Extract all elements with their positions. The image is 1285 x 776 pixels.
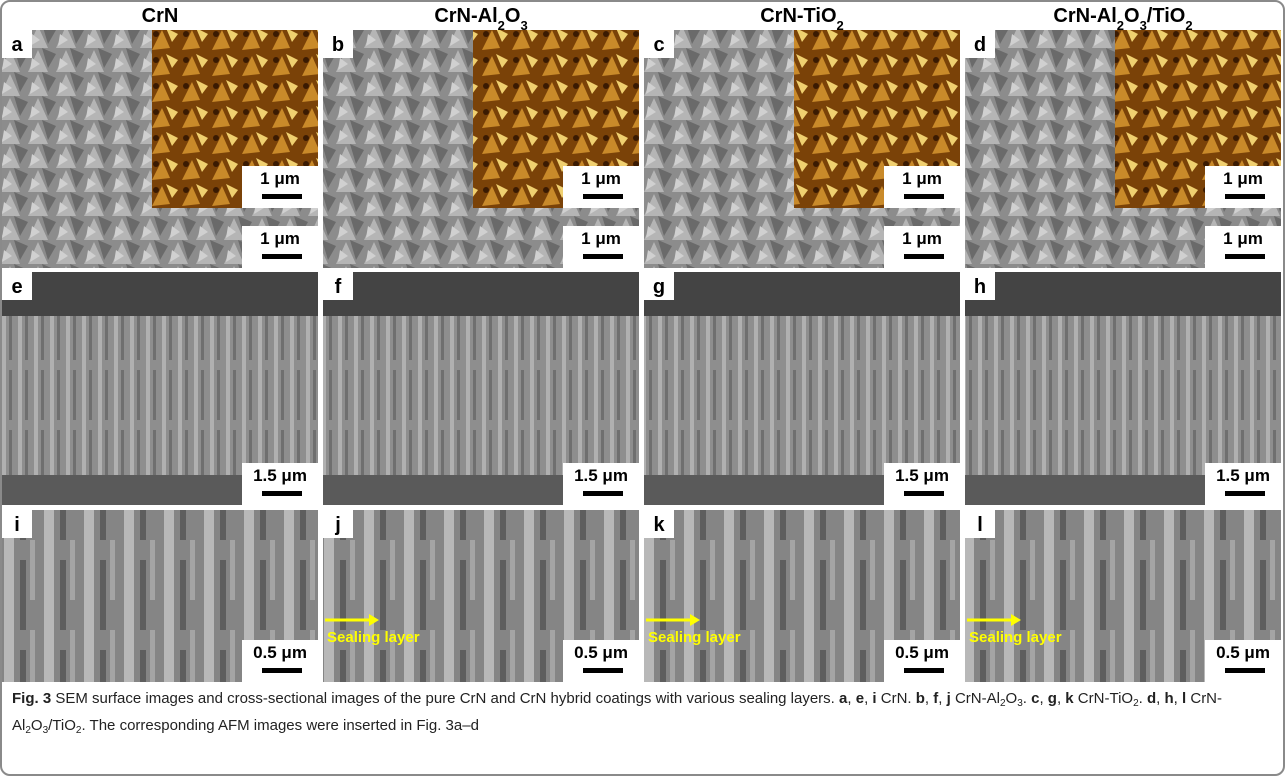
column-header: CrN-TiO2 (760, 5, 844, 33)
panel-label: k (653, 514, 665, 536)
caption-run: O (31, 717, 43, 734)
column-header: CrN (142, 5, 179, 27)
scale-label: 0.5 μm (574, 643, 628, 662)
scale-label: 1.5 μm (574, 466, 628, 485)
scale-label: 1 μm (902, 169, 942, 188)
scale-label: 1 μm (581, 229, 621, 248)
scale-bar (1225, 254, 1265, 259)
panel-label: a (11, 34, 23, 56)
panel-label: f (335, 276, 342, 298)
panel-label: l (977, 514, 983, 536)
scale-label: 1.5 μm (895, 466, 949, 485)
caption-run: , (847, 690, 855, 707)
scale-bar (904, 254, 944, 259)
scale-bar (904, 491, 944, 496)
scale-label: 1 μm (260, 229, 300, 248)
scale-label: 0.5 μm (895, 643, 949, 662)
scale-bar (583, 254, 623, 259)
caption-run: d (1147, 690, 1156, 707)
header-run: O (505, 5, 521, 27)
caption-run: , (1174, 690, 1182, 707)
caption-run: , (1156, 690, 1164, 707)
panel-background (323, 272, 639, 316)
scale-bar (904, 194, 944, 199)
scale-bar (262, 254, 302, 259)
scale-label: 1 μm (1223, 229, 1263, 248)
scale-bar (583, 194, 623, 199)
caption-run: CrN-TiO (1074, 690, 1133, 707)
header-run: CrN-Al (1053, 5, 1116, 27)
caption-run: , (1039, 690, 1047, 707)
header-run: O (1124, 5, 1140, 27)
caption-run: /TiO (48, 717, 76, 734)
column-header: CrN-Al2O3 (434, 5, 527, 33)
scale-label: 1.5 μm (1216, 466, 1270, 485)
panel-label: e (11, 276, 22, 298)
scale-label: 1 μm (1223, 169, 1263, 188)
scale-label: 0.5 μm (253, 643, 307, 662)
caption-run: CrN-Al (951, 690, 1000, 707)
annotation: Sealing layer (969, 629, 1062, 646)
scale-bar (262, 668, 302, 673)
scale-bar (1225, 668, 1265, 673)
caption-run: O (1006, 690, 1018, 707)
caption-run: CrN. (877, 690, 916, 707)
panel-label: i (14, 514, 20, 536)
panel-label: h (974, 276, 986, 298)
caption-run: g (1048, 690, 1057, 707)
scale-bar (1225, 194, 1265, 199)
annotation: Sealing layer (327, 629, 420, 646)
panel-label: j (334, 514, 341, 536)
scale-label: 0.5 μm (1216, 643, 1270, 662)
panel-background (2, 272, 318, 316)
caption-run: . (1139, 690, 1147, 707)
panel-label: c (653, 34, 664, 56)
caption-run: k (1065, 690, 1073, 707)
scale-bar (1225, 491, 1265, 496)
caption-run: , (938, 690, 946, 707)
caption-run: , (925, 690, 933, 707)
scale-bar (904, 668, 944, 673)
caption-run: . (1023, 690, 1031, 707)
scale-bar (262, 491, 302, 496)
header-run: CrN-TiO (760, 5, 836, 27)
scale-label: 1 μm (260, 169, 300, 188)
scale-label: 1 μm (902, 229, 942, 248)
scale-label: 1.5 μm (253, 466, 307, 485)
header-run: CrN-Al (434, 5, 497, 27)
caption-run: e (856, 690, 864, 707)
panel-label: b (332, 34, 344, 56)
caption-run: SEM surface images and cross-sectional i… (51, 690, 839, 707)
caption-run: h (1165, 690, 1174, 707)
caption-run: . The corresponding AFM images were inse… (81, 717, 478, 734)
header-run: CrN (142, 5, 179, 27)
scale-bar (262, 194, 302, 199)
page: CrN CrN-Al2O3 CrN-TiO2 CrN-Al2O3/TiO2 a 1 μm 1… (0, 0, 1285, 776)
panel-background (965, 272, 1281, 316)
caption-run: b (916, 690, 925, 707)
scale-label: 1 μm (581, 169, 621, 188)
panel-label: g (653, 276, 665, 298)
scale-bar (583, 668, 623, 673)
column-header: CrN-Al2O3/TiO2 (1053, 5, 1192, 33)
panel-background (644, 272, 960, 316)
figure: CrN CrN-Al2O3 CrN-TiO2 CrN-Al2O3/TiO2 a 1 μm 1… (0, 0, 1285, 685)
caption: Fig. 3 SEM surface images and cross-sect… (12, 688, 1252, 742)
header-run: /TiO (1147, 5, 1186, 27)
scale-bar (583, 491, 623, 496)
caption-run: Fig. 3 (12, 690, 51, 707)
annotation: Sealing layer (648, 629, 741, 646)
panel-label: d (974, 34, 986, 56)
